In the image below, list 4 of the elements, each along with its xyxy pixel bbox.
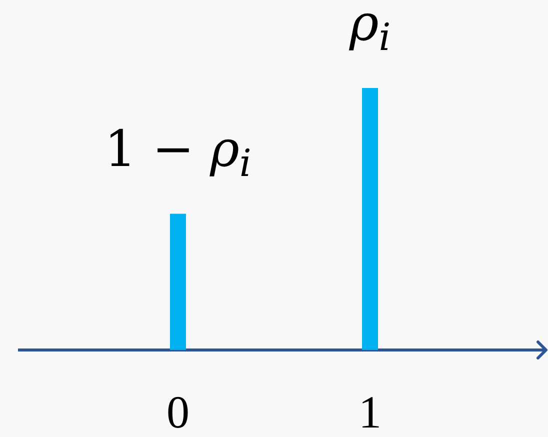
- annotation: 1 − ρ$_{i}$: [104, 120, 252, 184]
- annotation: ρ$_{i}$: [348, 0, 391, 58]
- x-tick-label: 0: [166, 386, 190, 437]
- x-tick-label: 1: [358, 386, 382, 437]
